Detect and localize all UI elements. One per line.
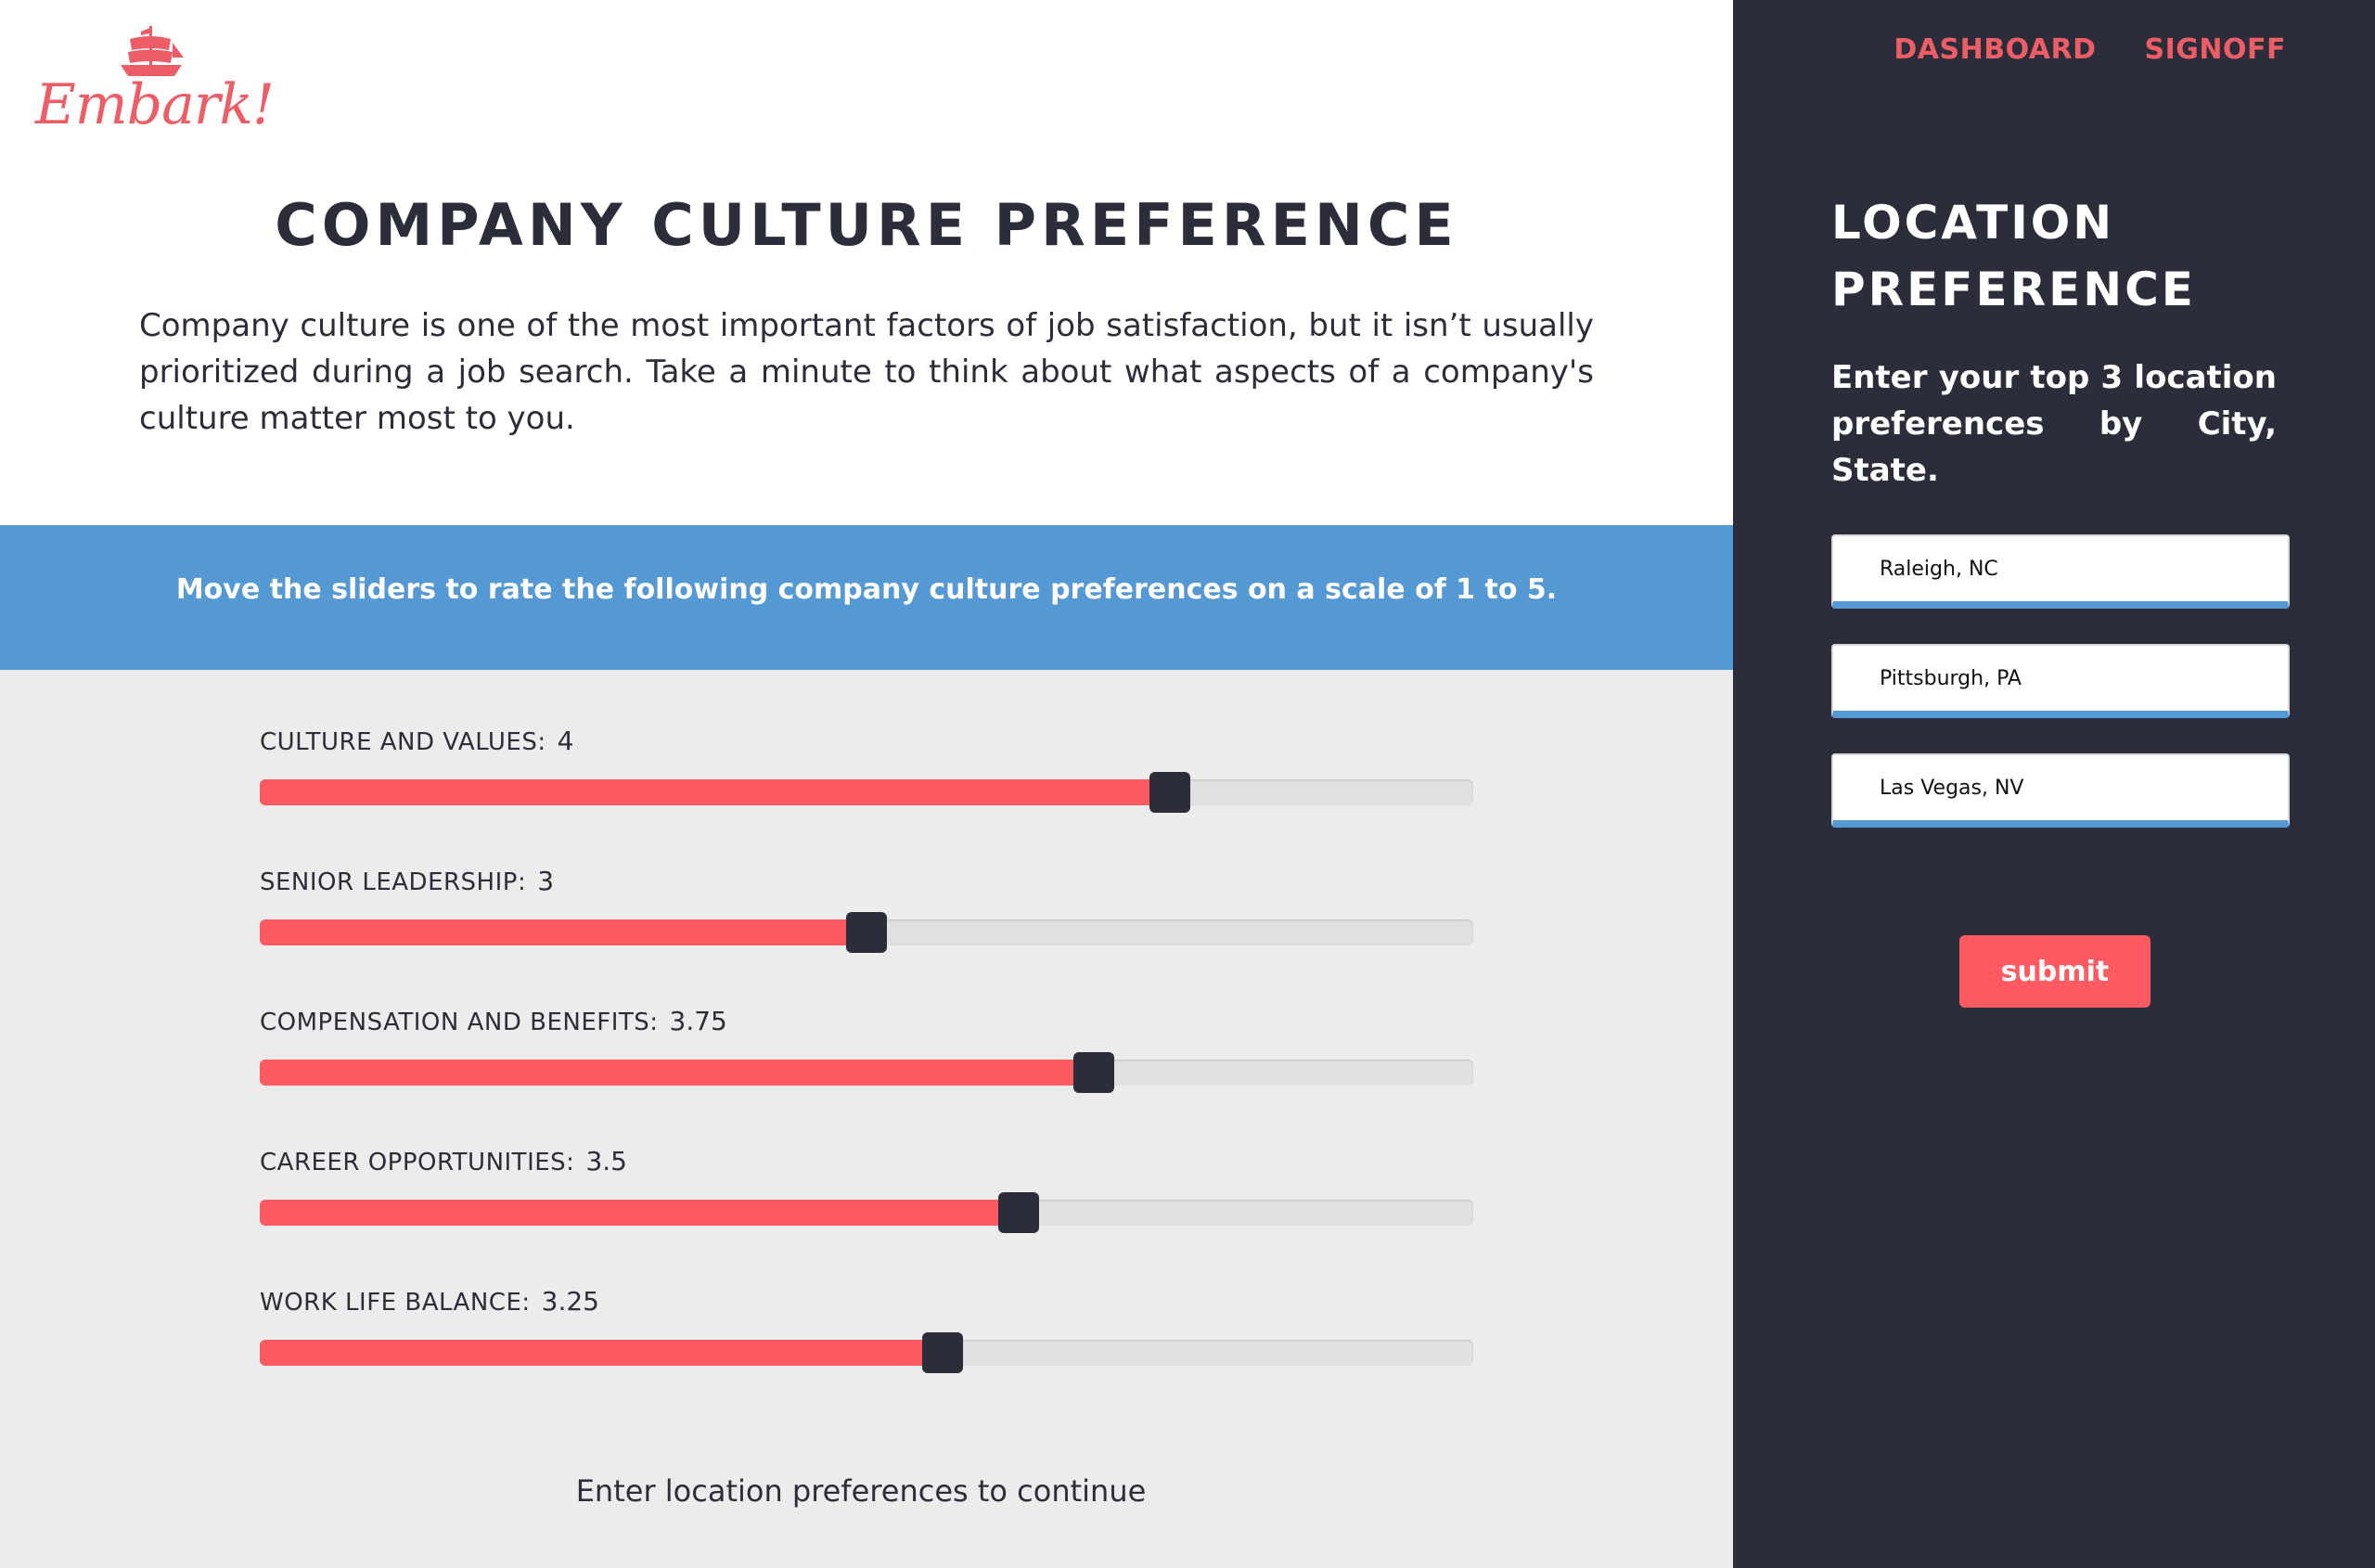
slider-label: COMPENSATION AND BENEFITS: 3.75 <box>260 1006 727 1036</box>
location-input-3[interactable] <box>1831 753 2290 828</box>
slider-value: 3.25 <box>541 1286 599 1317</box>
slider-thumb[interactable] <box>846 912 887 953</box>
slider-value: 4 <box>557 726 574 756</box>
slider-thumb[interactable] <box>997 1192 1039 1233</box>
banner-text: Move the sliders to rate the following c… <box>175 573 1558 606</box>
slider-work-life-balance: WORK LIFE BALANCE: 3.25 <box>260 1286 1475 1397</box>
ship-icon <box>121 26 184 76</box>
embark-logo[interactable]: Embark! <box>35 24 275 137</box>
location-sidebar: DASHBOARD SIGNOFF LOCATION PREFERENCE En… <box>1733 0 2375 1568</box>
location-input-2[interactable] <box>1831 644 2290 718</box>
slider-track[interactable] <box>260 1052 1473 1093</box>
slider-fill <box>260 1200 1019 1226</box>
slider-fill <box>260 1060 1095 1086</box>
logo-wordmark: Embark! <box>35 72 275 137</box>
nav-dashboard-link[interactable]: DASHBOARD <box>1894 33 2097 66</box>
slider-culture-values: CULTURE AND VALUES: 4 <box>260 726 1475 837</box>
slider-label-text: SENIOR LEADERSHIP: <box>260 868 527 896</box>
slider-label-text: CULTURE AND VALUES: <box>260 728 546 756</box>
slider-senior-leadership: SENIOR LEADERSHIP: 3 <box>260 866 1475 977</box>
continue-hint: Enter location preferences to continue <box>575 1473 1147 1509</box>
nav-signoff-link[interactable]: SIGNOFF <box>2144 33 2286 66</box>
slider-value: 3.5 <box>585 1146 627 1176</box>
slider-thumb[interactable] <box>1073 1052 1115 1093</box>
slider-label: WORK LIFE BALANCE: 3.25 <box>260 1286 599 1317</box>
slider-track[interactable] <box>260 912 1473 953</box>
slider-label-text: COMPENSATION AND BENEFITS: <box>260 1009 659 1036</box>
slider-compensation-benefits: COMPENSATION AND BENEFITS: 3.75 <box>260 1006 1475 1117</box>
slider-career-opportunities: CAREER OPPORTUNITIES: 3.5 <box>260 1146 1475 1257</box>
slider-label: CAREER OPPORTUNITIES: 3.5 <box>260 1146 627 1176</box>
page-title: COMPANY CULTURE PREFERENCE <box>275 191 1458 259</box>
slider-label-text: WORK LIFE BALANCE: <box>260 1289 531 1317</box>
instruction-banner: Move the sliders to rate the following c… <box>0 525 1733 670</box>
slider-area: CULTURE AND VALUES: 4 SENIOR LEADERSHIP: 3… <box>0 670 1733 1568</box>
intro-paragraph: Company culture is one of the most impor… <box>139 307 1594 437</box>
slider-track[interactable] <box>260 1332 1473 1373</box>
sidebar-title: LOCATION PREFERENCE <box>1831 196 2196 316</box>
slider-fill <box>260 1340 943 1366</box>
top-nav: DASHBOARD SIGNOFF <box>1894 33 2286 66</box>
slider-fill <box>260 779 1170 805</box>
slider-track[interactable] <box>260 772 1473 813</box>
submit-button[interactable]: submit <box>1959 935 2150 1008</box>
sidebar-description: Enter your top 3 location preferences by… <box>1831 359 2277 489</box>
slider-thumb[interactable] <box>1149 772 1190 813</box>
slider-label-text: CAREER OPPORTUNITIES: <box>260 1149 575 1176</box>
slider-fill <box>260 919 867 945</box>
slider-value: 3.75 <box>669 1006 727 1036</box>
slider-track[interactable] <box>260 1192 1473 1233</box>
slider-value: 3 <box>537 866 555 896</box>
slider-thumb[interactable] <box>921 1332 963 1373</box>
slider-label: CULTURE AND VALUES: 4 <box>260 726 573 756</box>
location-input-1[interactable] <box>1831 534 2290 609</box>
slider-label: SENIOR LEADERSHIP: 3 <box>260 866 554 896</box>
main-content: Embark! COMPANY CULTURE PREFERENCE Compa… <box>0 24 1733 1568</box>
